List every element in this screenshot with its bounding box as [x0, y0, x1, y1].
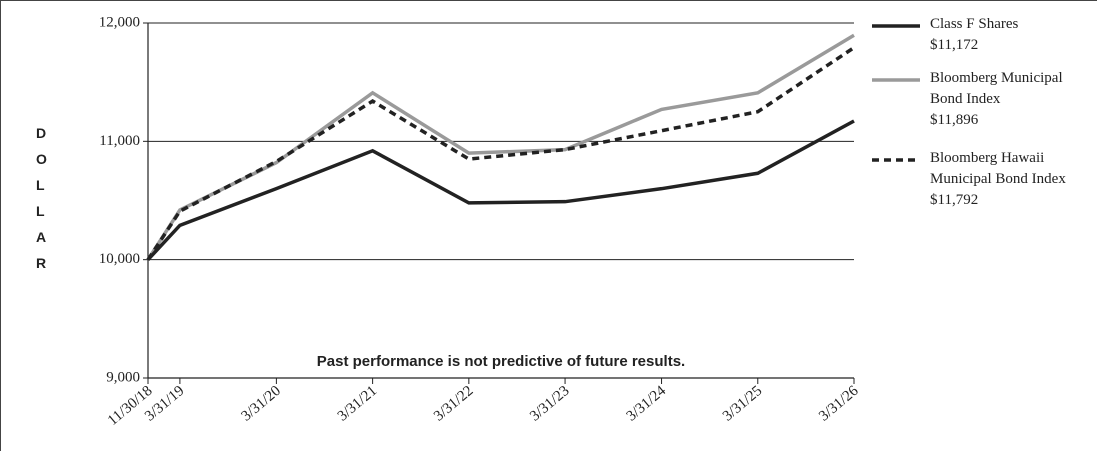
- legend-swatch: [872, 78, 920, 82]
- legend-text: Class F Shares $11,172: [930, 14, 1095, 56]
- series-line: [146, 46, 855, 261]
- x-tick-label: 3/31/21: [335, 383, 380, 425]
- annotation: Past performance is not predictive of fu…: [317, 353, 685, 370]
- series-line: [146, 119, 855, 261]
- legend-value: $11,172: [930, 37, 979, 53]
- y-tick-label: 11,000: [99, 133, 140, 149]
- legend-label: Bloomberg Hawaii Municipal Bond Index: [930, 150, 1066, 187]
- x-tick-label: 3/31/25: [720, 383, 765, 425]
- x-tick-label: 11/30/18: [105, 383, 156, 429]
- y-tick-label: 9,000: [106, 369, 140, 385]
- x-tick-label: 3/31/22: [431, 383, 476, 425]
- y-tick-label: 10,000: [99, 251, 140, 267]
- legend-item: Bloomberg Hawaii Municipal Bond Index $11…: [872, 148, 1095, 211]
- x-tick-label: 3/31/26: [816, 382, 862, 424]
- legend-swatch: [872, 158, 920, 162]
- legend-label: Class F Shares: [930, 16, 1019, 32]
- legend-item: Class F Shares $11,172: [872, 14, 1095, 56]
- series-line: [146, 33, 855, 261]
- legend-text: Bloomberg Hawaii Municipal Bond Index $11…: [930, 148, 1095, 211]
- x-tick-label: 3/31/23: [527, 383, 572, 425]
- legend-text: Bloomberg Municipal Bond Index $11,896: [930, 68, 1095, 131]
- legend-swatch: [872, 24, 920, 28]
- legend-label: Bloomberg Municipal Bond Index: [930, 70, 1063, 107]
- y-tick-label: 12,000: [99, 14, 140, 30]
- x-tick-label: 3/31/24: [624, 382, 670, 424]
- legend-item: Bloomberg Municipal Bond Index $11,896: [872, 68, 1095, 131]
- legend-value: $11,896: [930, 112, 979, 128]
- y-axis-label: DOLLAR: [36, 125, 47, 271]
- legend-value: $11,792: [930, 192, 979, 208]
- x-tick-label: 3/31/20: [239, 383, 284, 425]
